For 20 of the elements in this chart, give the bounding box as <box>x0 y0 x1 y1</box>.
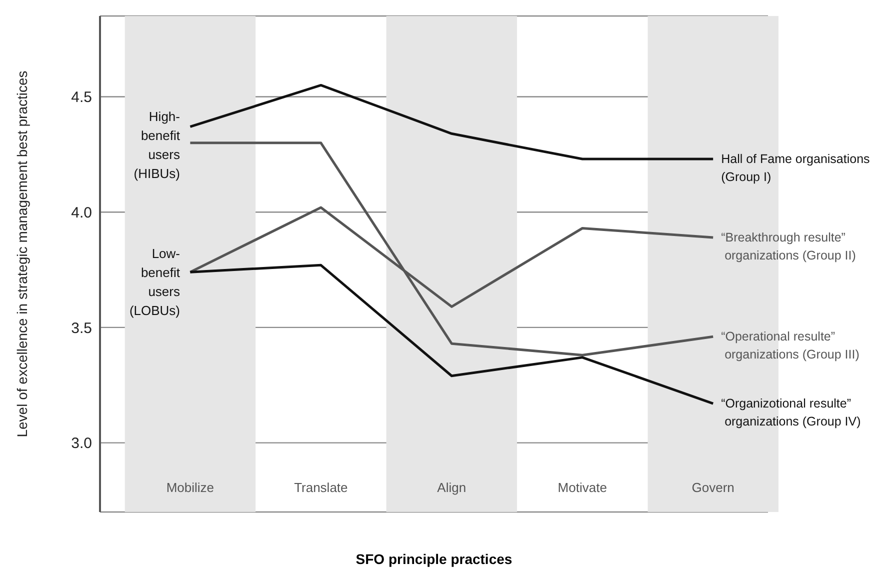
x-axis-title: SFO principle practices <box>356 551 512 567</box>
x-tick-label: Mobilize <box>166 480 214 495</box>
line-series <box>188 84 714 160</box>
x-tick-label: Translate <box>294 480 348 495</box>
y-tick-label: 3.5 <box>71 320 92 337</box>
annotation: High- benefit users (HIBUs) <box>132 108 180 183</box>
series-label: Hall of Fame organisations (Group I) <box>721 152 870 184</box>
x-tick-label: Govern <box>692 480 734 495</box>
line-series <box>188 142 714 356</box>
series-label: “Operational resulte” organizations (Group III) <box>721 330 860 362</box>
series-label: “Breakthrough resulte” organizations (Group II) <box>721 230 856 262</box>
y-tick-label: 4.5 <box>71 89 92 106</box>
y-tick-label: 4.0 <box>71 204 92 222</box>
line-series <box>188 264 714 405</box>
x-tick-label: Motivate <box>558 480 607 495</box>
annotation: Low- benefit users (LOBUs) <box>128 245 180 320</box>
series-label: “Organizotional resulte” organizations (Group IV) <box>721 396 861 429</box>
y-tick-label: 3.0 <box>71 435 92 452</box>
x-tick-label: Align <box>437 480 466 495</box>
y-axis-title: Level of excellence in strategic management best practices <box>14 70 30 438</box>
